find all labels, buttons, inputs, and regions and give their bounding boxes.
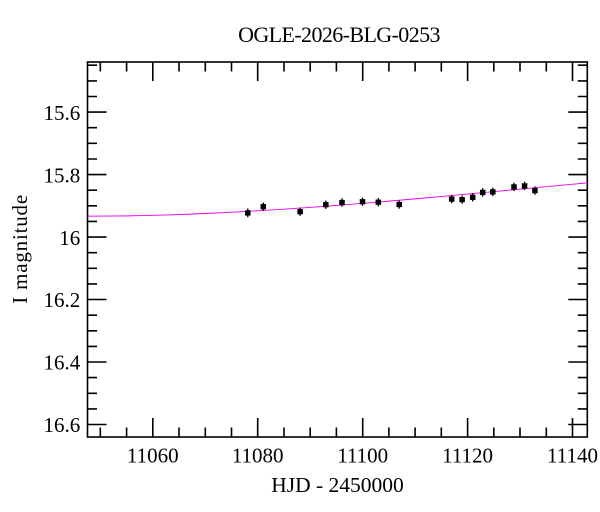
svg-text:I magnitude: I magnitude: [8, 194, 32, 304]
svg-text:15.6: 15.6: [44, 101, 81, 125]
svg-text:11100: 11100: [337, 444, 388, 468]
svg-text:16.6: 16.6: [44, 413, 81, 437]
svg-text:11060: 11060: [127, 444, 179, 468]
svg-text:HJD - 2450000: HJD - 2450000: [271, 473, 404, 497]
svg-text:OGLE-2026-BLG-0253: OGLE-2026-BLG-0253: [238, 22, 440, 47]
svg-text:16: 16: [59, 226, 80, 250]
svg-text:16.4: 16.4: [44, 351, 81, 375]
svg-text:11080: 11080: [232, 444, 284, 468]
svg-text:11140: 11140: [547, 444, 598, 468]
svg-text:16.2: 16.2: [44, 288, 81, 312]
svg-text:11120: 11120: [442, 444, 493, 468]
svg-text:15.8: 15.8: [44, 163, 81, 187]
